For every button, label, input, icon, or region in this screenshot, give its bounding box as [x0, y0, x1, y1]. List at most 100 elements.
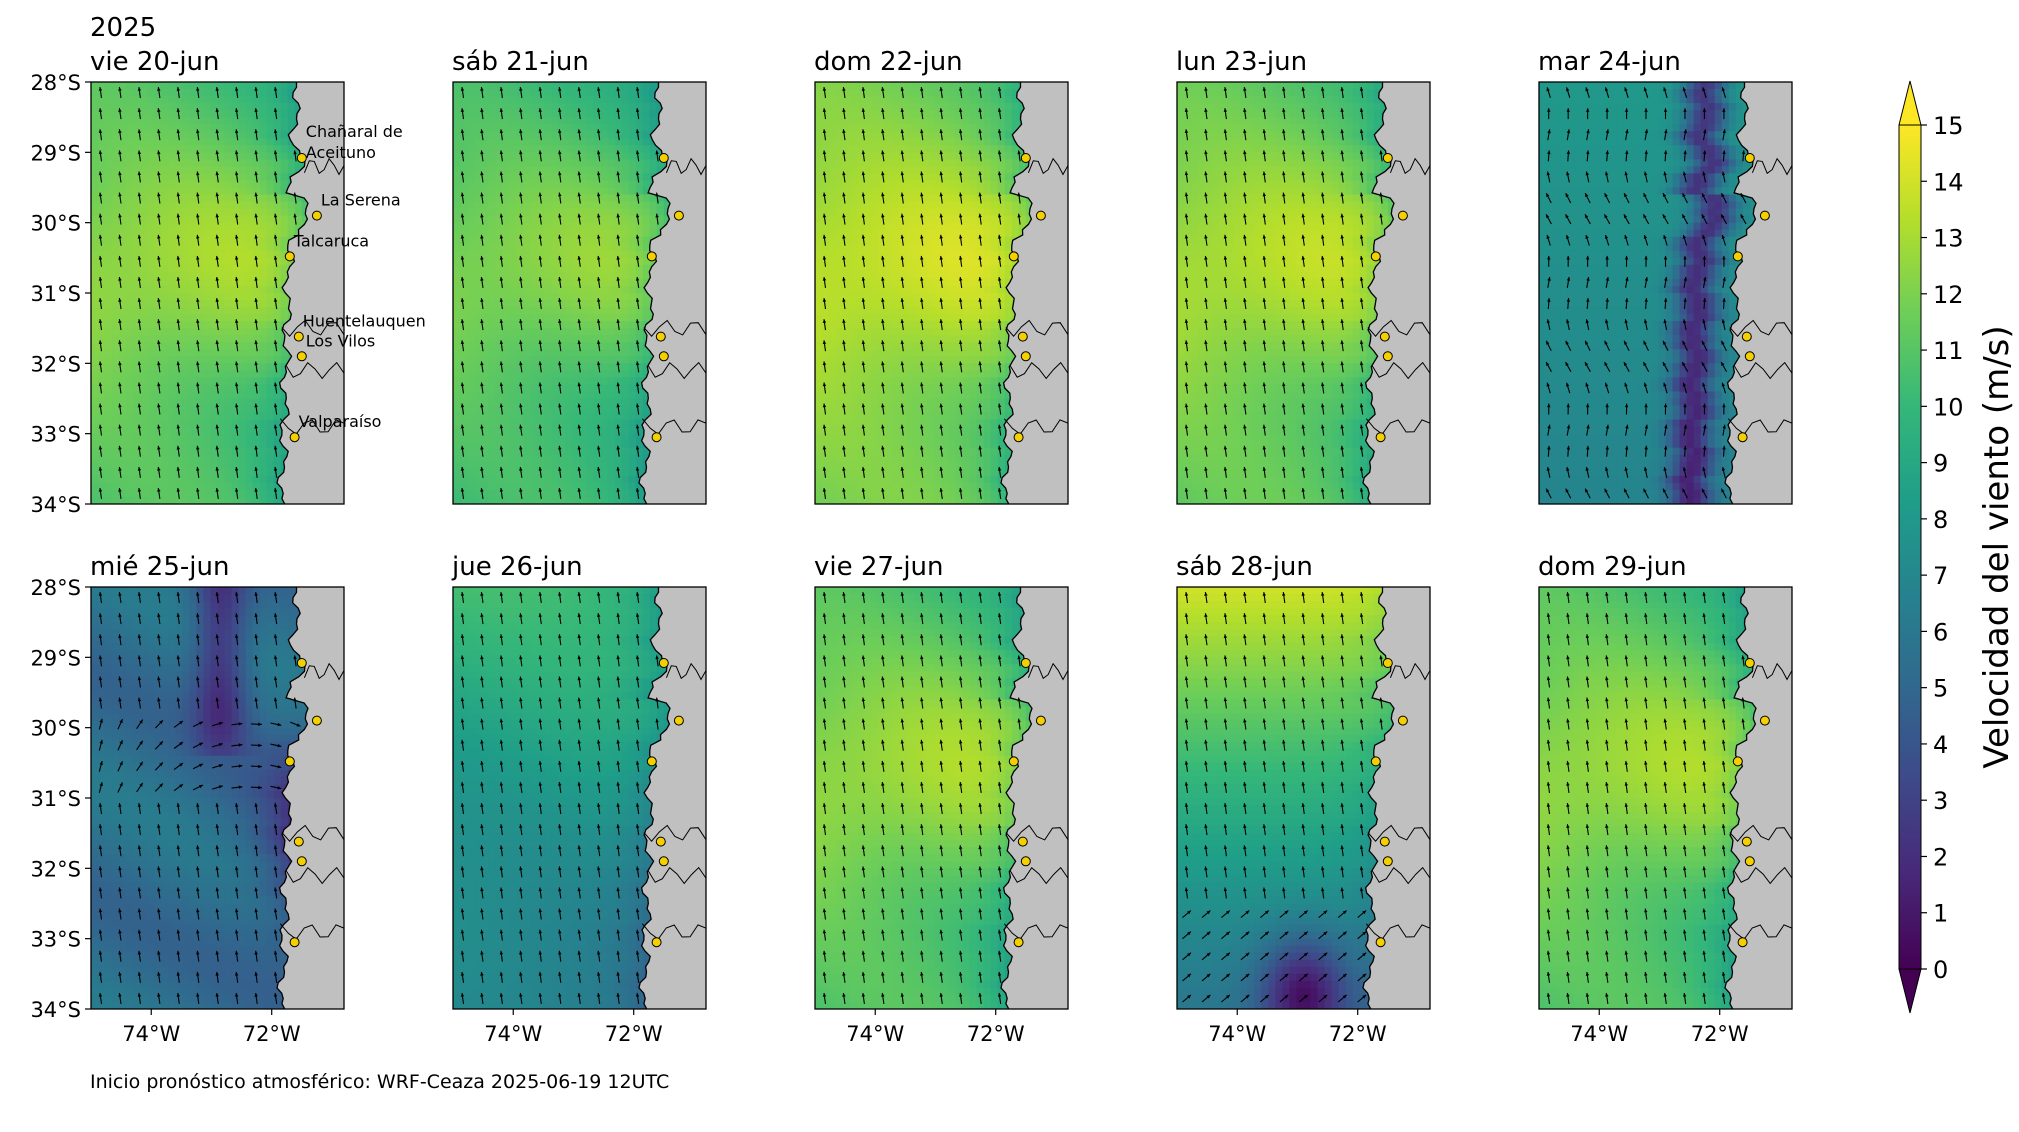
wind-speed-cell	[189, 223, 197, 231]
wind-speed-cell	[530, 469, 538, 477]
wind-speed-cell	[140, 173, 148, 181]
wind-speed-cell	[105, 258, 113, 266]
wind-speed-cell	[558, 202, 566, 210]
wind-speed-cell	[587, 363, 595, 371]
wind-speed-cell	[203, 258, 211, 266]
wind-speed-cell	[516, 286, 524, 294]
wind-speed-cell	[253, 391, 261, 399]
wind-speed-cell	[622, 138, 630, 146]
wind-speed-cell	[140, 237, 148, 245]
wind-speed-cell	[608, 209, 616, 217]
wind-speed-cell	[467, 251, 475, 259]
wind-speed-cell	[601, 209, 609, 217]
wind-speed-cell	[218, 145, 226, 153]
wind-speed-cell	[615, 96, 623, 104]
wind-speed-cell	[105, 307, 113, 315]
wind-speed-cell	[281, 230, 289, 238]
wind-speed-cell	[210, 455, 218, 463]
wind-speed-cell	[502, 314, 510, 322]
wind-speed-cell	[189, 356, 197, 364]
wind-speed-cell	[580, 356, 588, 364]
wind-speed-cell	[488, 370, 496, 378]
wind-speed-cell	[105, 370, 113, 378]
wind-speed-cell	[253, 202, 261, 210]
wind-speed-cell	[260, 103, 268, 111]
wind-speed-cell	[509, 89, 517, 97]
wind-speed-cell	[225, 483, 233, 491]
wind-speed-cell	[175, 293, 183, 301]
wind-speed-cell	[105, 406, 113, 414]
wind-speed-cell	[523, 314, 531, 322]
wind-speed-cell	[601, 251, 609, 259]
wind-speed-cell	[523, 342, 531, 350]
wind-speed-cell	[189, 117, 197, 125]
wind-speed-cell	[537, 314, 545, 322]
wind-speed-cell	[105, 237, 113, 245]
wind-speed-cell	[260, 131, 268, 139]
wind-speed-cell	[260, 272, 268, 280]
wind-speed-cell	[622, 230, 630, 238]
wind-speed-cell	[196, 413, 204, 421]
wind-speed-cell	[601, 131, 609, 139]
wind-speed-cell	[161, 307, 169, 315]
wind-speed-cell	[218, 441, 226, 449]
wind-speed-cell	[203, 462, 211, 470]
wind-speed-cell	[509, 420, 517, 428]
wind-speed-cell	[587, 293, 595, 301]
wind-speed-cell	[253, 349, 261, 357]
wind-speed-cell	[288, 117, 296, 125]
wind-speed-cell	[502, 103, 510, 111]
wind-speed-cell	[175, 251, 183, 259]
wind-speed-cell	[189, 370, 197, 378]
wind-speed-cell	[147, 145, 155, 153]
wind-speed-cell	[260, 377, 268, 385]
wind-speed-cell	[488, 180, 496, 188]
wind-speed-cell	[105, 145, 113, 153]
wind-speed-cell	[260, 476, 268, 484]
wind-speed-cell	[210, 328, 218, 336]
wind-speed-cell	[140, 293, 148, 301]
wind-speed-cell	[182, 314, 190, 322]
wind-speed-cell	[239, 209, 247, 217]
wind-speed-cell	[154, 328, 162, 336]
wind-speed-cell	[112, 138, 120, 146]
wind-speed-cell	[608, 476, 616, 484]
wind-speed-cell	[98, 462, 106, 470]
wind-speed-cell	[281, 152, 289, 160]
wind-speed-cell	[140, 166, 148, 174]
wind-speed-cell	[509, 258, 517, 266]
wind-speed-cell	[629, 413, 637, 421]
wind-speed-cell	[168, 356, 176, 364]
wind-speed-cell	[565, 342, 573, 350]
wind-speed-cell	[182, 159, 190, 167]
wind-speed-cell	[267, 469, 275, 477]
wind-speed-cell	[246, 188, 254, 196]
wind-speed-cell	[140, 202, 148, 210]
wind-speed-cell	[629, 427, 637, 435]
wind-speed-cell	[182, 363, 190, 371]
wind-speed-cell	[105, 188, 113, 196]
wind-speed-cell	[239, 216, 247, 224]
lat-tick-label: 34°S	[30, 493, 81, 517]
wind-speed-cell	[260, 469, 268, 477]
wind-speed-cell	[182, 265, 190, 273]
wind-speed-cell	[225, 335, 233, 343]
wind-speed-cell	[246, 413, 254, 421]
wind-speed-cell	[239, 244, 247, 252]
wind-speed-cell	[105, 483, 113, 491]
wind-speed-cell	[105, 159, 113, 167]
wind-speed-cell	[530, 286, 538, 294]
wind-speed-cell	[147, 272, 155, 280]
wind-speed-cell	[225, 391, 233, 399]
wind-speed-cell	[98, 441, 106, 449]
wind-speed-cell	[281, 82, 289, 90]
wind-speed-cell	[544, 152, 552, 160]
wind-speed-cell	[601, 145, 609, 153]
wind-speed-cell	[168, 321, 176, 329]
wind-speed-cell	[453, 469, 461, 477]
wind-speed-cell	[509, 377, 517, 385]
wind-speed-cell	[565, 286, 573, 294]
wind-speed-cell	[189, 96, 197, 104]
wind-speed-cell	[112, 265, 120, 273]
wind-speed-cell	[502, 223, 510, 231]
